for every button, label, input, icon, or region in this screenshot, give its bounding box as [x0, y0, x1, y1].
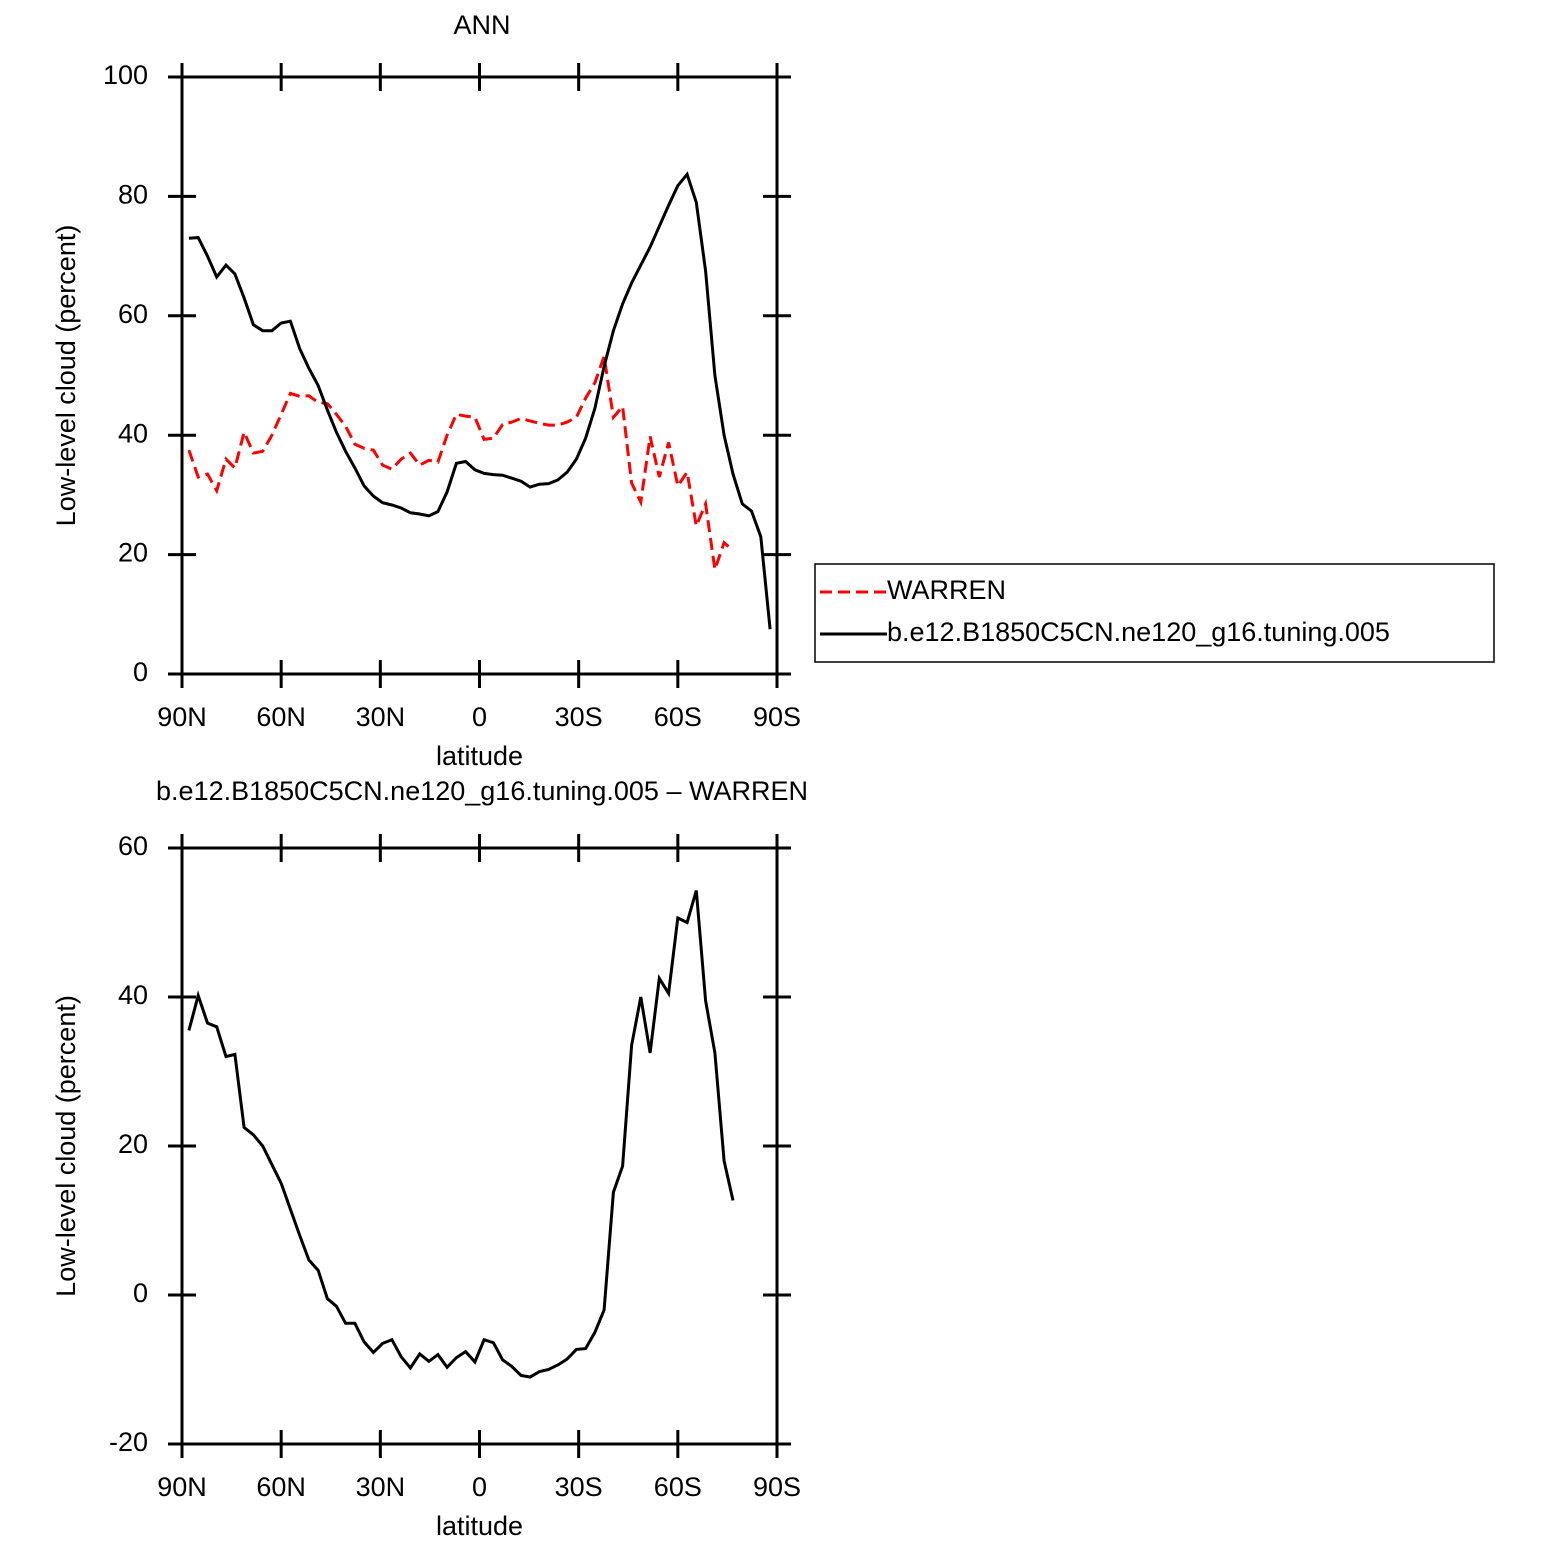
x-tick-label: 60N [256, 702, 306, 732]
x-tick-label: 90N [157, 702, 207, 732]
y-axis-label: Low-level cloud (percent) [51, 995, 81, 1297]
x-tick-label: 60S [654, 702, 702, 732]
y-tick-label: 0 [133, 1278, 148, 1308]
y-tick-label: 40 [118, 980, 148, 1010]
chart-title: b.e12.B1850C5CN.ne120_g16.tuning.005 – W… [156, 776, 808, 806]
x-tick-label: 90S [753, 702, 801, 732]
y-tick-label: 80 [118, 180, 148, 210]
x-tick-label: 0 [472, 702, 487, 732]
data-line [187, 890, 735, 1379]
x-tick-label: 60N [256, 1472, 306, 1502]
x-tick-label: 30N [356, 1472, 406, 1502]
x-tick-label: 60S [654, 1472, 702, 1502]
x-tick-label: 30S [555, 1472, 603, 1502]
data-line [188, 171, 772, 630]
y-tick-label: 0 [133, 657, 148, 687]
y-tick-label: 100 [103, 60, 148, 90]
y-axis-label: Low-level cloud (percent) [51, 225, 81, 527]
x-tick-label: 30S [555, 702, 603, 732]
y-tick-label: 20 [118, 1129, 148, 1159]
x-tick-label: 0 [472, 1472, 487, 1502]
x-tick-label: 90N [157, 1472, 207, 1502]
x-tick-label: 30N [356, 702, 406, 732]
chart-title: ANN [453, 10, 510, 40]
y-tick-label: 60 [118, 831, 148, 861]
legend-label: b.e12.B1850C5CN.ne120_g16.tuning.005 [887, 617, 1390, 647]
x-tick-label: 90S [753, 1472, 801, 1502]
data-line [187, 355, 734, 570]
x-axis-label: latitude [436, 741, 523, 771]
y-tick-label: -20 [109, 1427, 148, 1457]
x-axis-label: latitude [436, 1511, 523, 1541]
y-tick-label: 60 [118, 299, 148, 329]
plot-frame [180, 846, 779, 1446]
y-tick-label: 40 [118, 418, 148, 448]
y-tick-label: 20 [118, 538, 148, 568]
legend-box [814, 563, 1495, 663]
legend-label: WARREN [887, 575, 1006, 605]
plot-frame [180, 75, 779, 676]
